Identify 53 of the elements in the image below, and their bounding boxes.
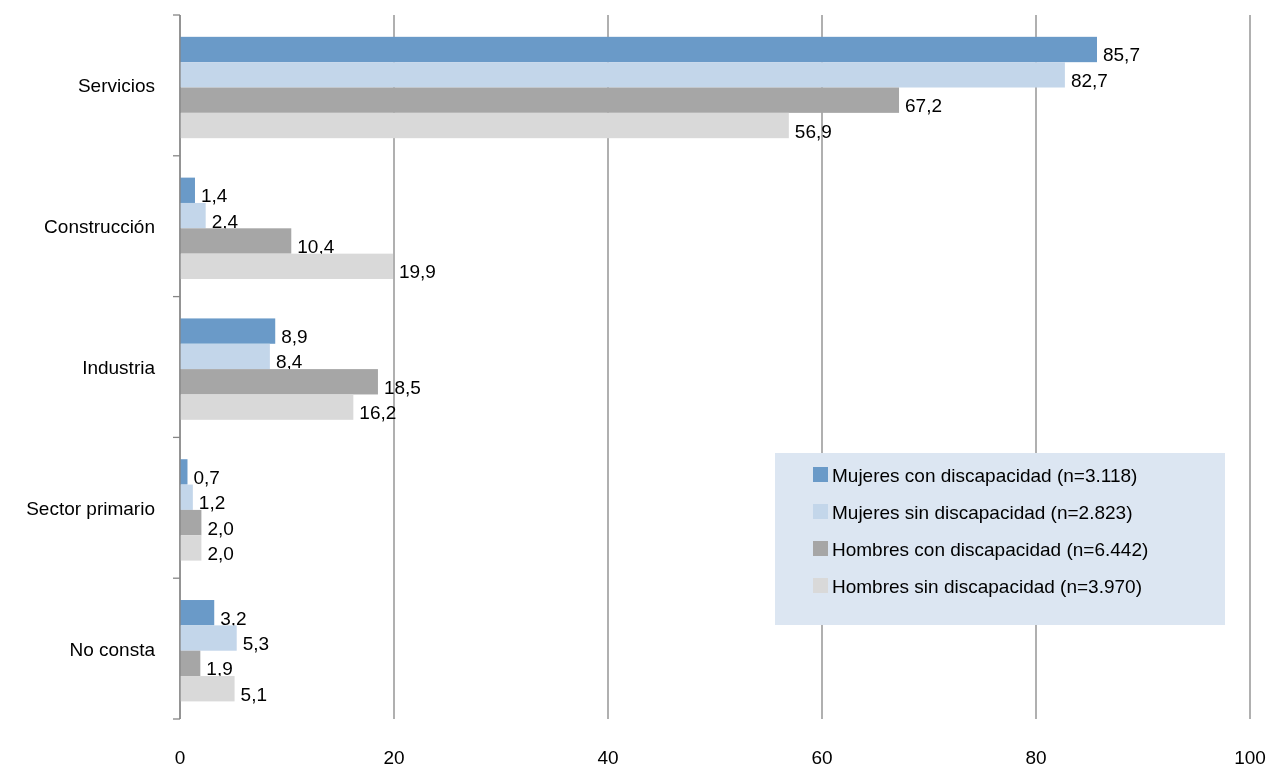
data-label: 82,7 — [1070, 69, 1108, 91]
legend-label: Mujeres sin discapacidad (n=2.823) — [832, 502, 1133, 523]
bar — [180, 318, 276, 344]
bar — [180, 650, 201, 677]
bar — [180, 87, 900, 113]
legend-label: Mujeres con discapacidad (n=3.118) — [832, 465, 1138, 486]
data-label: 1,2 — [198, 492, 226, 514]
bar — [180, 177, 195, 203]
data-label: 18,5 — [383, 376, 421, 398]
y-tick-label: Sector primario — [26, 497, 155, 519]
x-tick-label: 0 — [174, 747, 186, 768]
x-tick-label: 100 — [1234, 747, 1266, 768]
data-label: 85,7 — [1102, 44, 1140, 66]
y-tick-label: No consta — [69, 638, 156, 660]
data-label: 10,4 — [297, 235, 335, 257]
bar — [180, 625, 237, 651]
data-label: 1,9 — [206, 658, 233, 680]
data-label: 5,3 — [242, 633, 270, 655]
data-label: 2,4 — [211, 210, 239, 232]
y-tick-label: Industria — [82, 357, 156, 378]
bar — [180, 535, 202, 561]
data-label: 8,9 — [281, 326, 308, 348]
data-label: 1,4 — [200, 185, 228, 207]
x-tick-label: 80 — [1025, 747, 1047, 768]
bar — [180, 369, 378, 395]
bar — [180, 509, 202, 536]
bar — [180, 62, 1065, 88]
bar — [180, 600, 215, 626]
data-label: 8,4 — [275, 351, 303, 373]
data-label: 2,0 — [207, 517, 234, 539]
data-label: 2,0 — [207, 542, 234, 564]
legend-label: Hombres con discapacidad (n=6.442) — [832, 539, 1149, 560]
bar — [180, 36, 1097, 63]
data-label: 3,2 — [220, 607, 247, 629]
bar — [180, 253, 393, 279]
x-tick-label: 20 — [383, 747, 405, 768]
bar — [180, 484, 193, 510]
data-label: 56,9 — [794, 120, 832, 142]
bar — [180, 343, 270, 370]
x-tick-label: 40 — [597, 747, 619, 768]
data-label: 67,2 — [905, 95, 943, 117]
y-tick-label: Construcción — [44, 216, 155, 238]
bar — [180, 394, 354, 420]
data-label: 0,7 — [193, 466, 220, 488]
bar — [180, 228, 292, 254]
x-tick-label: 60 — [811, 747, 833, 768]
bar — [180, 112, 789, 139]
data-label: 16,2 — [359, 402, 397, 424]
y-tick-label: Servicios — [77, 75, 155, 97]
data-label: 5,1 — [240, 683, 267, 705]
legend-label: Hombres sin discapacidad (n=3.970) — [832, 576, 1142, 597]
data-label: 19,9 — [398, 261, 436, 283]
bar — [180, 676, 235, 702]
